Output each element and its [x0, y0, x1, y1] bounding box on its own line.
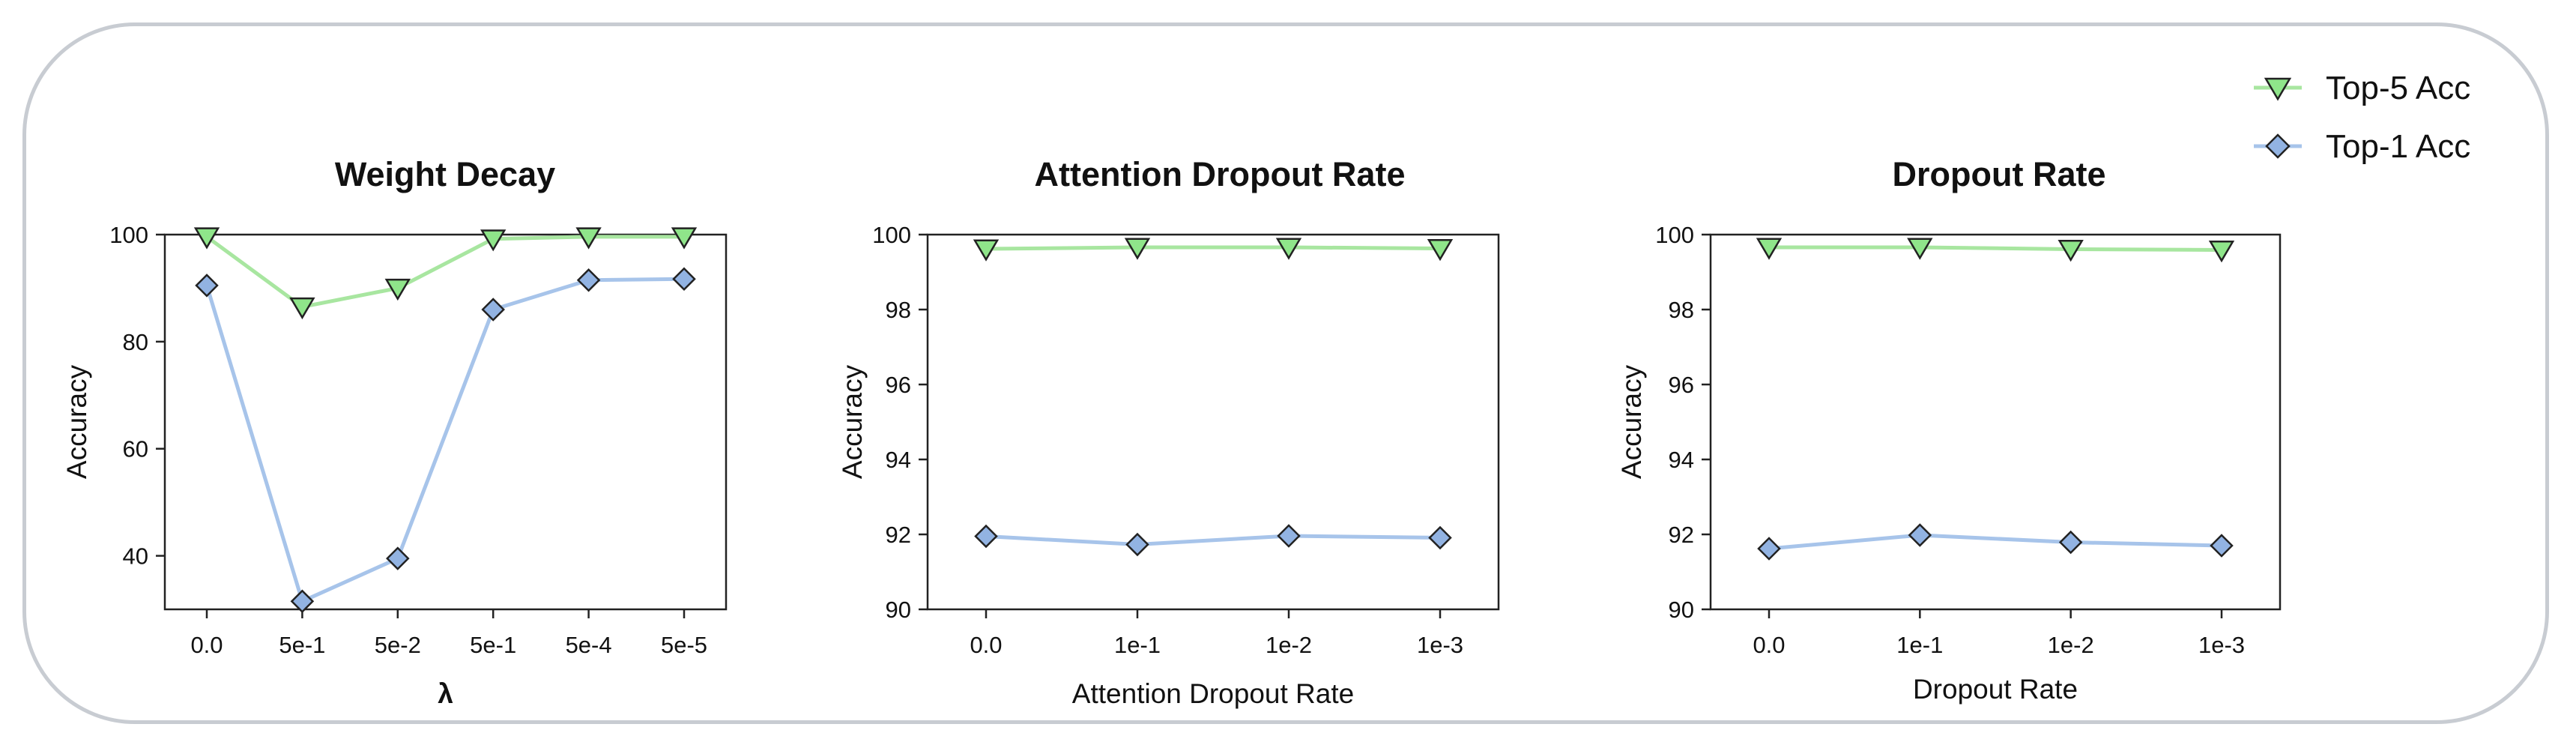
- y-axis-label: Accuracy: [837, 364, 868, 479]
- top1-point: [974, 524, 998, 549]
- chart-title: Dropout Rate: [1893, 155, 2106, 193]
- chart-title: Attention Dropout Rate: [1035, 155, 1406, 193]
- top1-point: [386, 546, 410, 570]
- x-tick-label: 1e-1: [1114, 632, 1161, 658]
- x-axis-label: Dropout Rate: [1913, 674, 2078, 705]
- plot-area-border: [926, 233, 1500, 611]
- top1-point: [1428, 525, 1452, 550]
- top1-point: [481, 298, 505, 322]
- top1-point: [672, 267, 696, 292]
- x-tick-label: 1e-3: [2198, 632, 2245, 658]
- y-tick-label: 40: [123, 543, 148, 570]
- legend-top1-label: Top-1 Acc: [2326, 128, 2470, 165]
- x-tick-label: 5e-1: [279, 632, 325, 658]
- x-tick-label: 0.0: [190, 632, 223, 658]
- x-tick-label: 1e-2: [1266, 632, 1312, 658]
- y-tick-label: 92: [886, 522, 911, 548]
- x-tick-label: 1e-2: [2048, 632, 2094, 658]
- y-tick-label: 98: [886, 297, 911, 323]
- y-tick-label: 90: [1669, 597, 1694, 623]
- top5-point: [1756, 238, 1783, 260]
- series-top5-line: [205, 235, 684, 310]
- y-tick-label: 90: [886, 597, 911, 623]
- top5-point: [480, 229, 507, 252]
- x-tick-label: 0.0: [1753, 632, 1785, 658]
- legend: Top-5 Acc Top-1 Acc: [2254, 70, 2470, 165]
- top5-point: [193, 227, 220, 250]
- y-axis-label: Accuracy: [1616, 364, 1647, 479]
- x-axis-label: Attention Dropout Rate: [1072, 678, 1354, 709]
- top5-point: [289, 297, 315, 320]
- y-tick-label: 80: [123, 329, 148, 355]
- legend-top1-marker: [2265, 133, 2291, 159]
- top5-point: [671, 227, 698, 250]
- series-top1-line: [205, 277, 685, 604]
- y-tick-label: 94: [1669, 447, 1694, 473]
- x-tick-label: 5e-5: [661, 632, 707, 658]
- top1-point: [1277, 524, 1301, 548]
- y-tick-label: 96: [886, 372, 911, 398]
- top1-point: [1757, 537, 1781, 561]
- x-tick-label: 5e-2: [375, 632, 421, 658]
- x-tick-label: 5e-1: [470, 632, 516, 658]
- series-top5-line: [1769, 245, 2222, 252]
- chart-panel-2: Attention Dropout Rate 90 92 94 96 98 100 0.0 1e…: [837, 155, 1500, 709]
- top1-point: [2210, 534, 2234, 558]
- figure-frame: [22, 22, 2549, 724]
- top1-point: [1908, 523, 1932, 547]
- top1-point: [2058, 530, 2083, 555]
- x-tick-label: 0.0: [970, 632, 1002, 658]
- top5-point: [1124, 238, 1151, 260]
- top5-point: [1427, 239, 1454, 262]
- x-axis-label: λ: [438, 678, 453, 709]
- top5-point: [575, 227, 602, 250]
- top1-point: [290, 589, 315, 614]
- legend-top5-marker: [2264, 77, 2292, 101]
- top5-point: [973, 239, 1000, 262]
- y-tick-label: 98: [1669, 297, 1694, 323]
- plot-area-border: [1709, 233, 2282, 611]
- top5-point: [2208, 241, 2235, 263]
- y-tick-label: 100: [109, 222, 148, 248]
- x-tick-label: 1e-1: [1896, 632, 1943, 658]
- legend-top5-label: Top-5 Acc: [2326, 70, 2470, 106]
- top5-point: [1907, 238, 1933, 260]
- chart-title: Weight Decay: [335, 155, 555, 193]
- y-tick-label: 100: [1655, 222, 1694, 248]
- chart-panel-3: Dropout Rate 90 92 94 96 98 100 0.0 1e-1 1e-2 1e-3…: [1616, 155, 2282, 705]
- series-top1-line: [1768, 533, 2222, 551]
- chart-panel-1: Weight Decay 40 60 80 100 0.0 5e-1 5e-2 5e-1 5e-4…: [61, 155, 728, 709]
- series-top1-line: [985, 534, 1441, 547]
- x-tick-label: 1e-3: [1417, 632, 1463, 658]
- y-tick-label: 94: [886, 447, 911, 473]
- top1-point: [1125, 532, 1149, 557]
- top5-point: [1275, 238, 1302, 260]
- y-axis-label: Accuracy: [61, 364, 92, 479]
- y-tick-label: 100: [872, 222, 911, 248]
- top1-point: [195, 274, 219, 298]
- series-top5-line: [985, 245, 1441, 251]
- top5-point: [384, 278, 411, 301]
- top5-point: [2058, 240, 2084, 262]
- plot-area-border: [163, 233, 728, 611]
- x-tick-label: 5e-4: [566, 632, 612, 658]
- top1-point: [576, 268, 601, 292]
- y-tick-label: 60: [123, 436, 148, 462]
- y-tick-label: 92: [1669, 522, 1694, 548]
- y-tick-label: 96: [1669, 372, 1694, 398]
